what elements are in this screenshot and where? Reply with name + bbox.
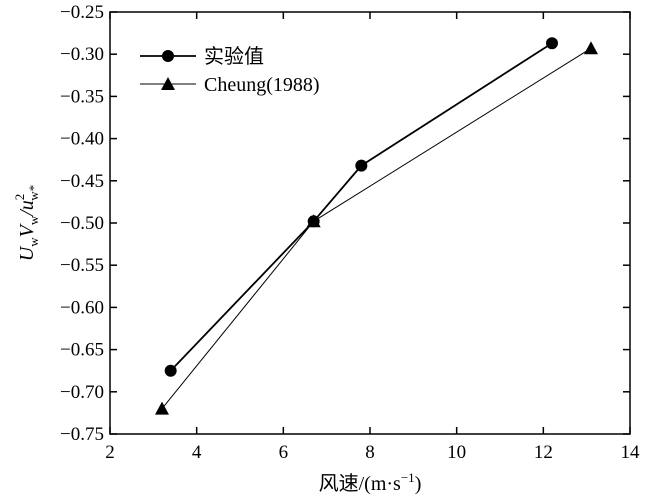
y-tick-label: −0.50 — [60, 213, 104, 234]
x-tick-label: 14 — [621, 442, 641, 463]
data-point-circle — [546, 37, 558, 50]
data-point-triangle — [584, 41, 598, 55]
series-line-2 — [161, 47, 592, 409]
y-tick-label: −0.40 — [60, 129, 104, 150]
y-tick-label: −0.75 — [60, 424, 104, 445]
series-layer — [155, 37, 598, 415]
legend-label-series-2: Cheung(1988) — [204, 74, 320, 96]
legend-label-series-1: 实验值 — [204, 45, 264, 68]
x-tick-label: 8 — [365, 442, 375, 463]
legend: 实验值 Cheung(1988) — [140, 45, 320, 96]
series-line-1 — [170, 42, 553, 372]
legend-marker-triangle — [161, 77, 175, 90]
plot-frame — [109, 11, 631, 435]
data-point-triangle — [155, 401, 169, 415]
y-axis-label: UwVw/u2w* — [12, 185, 41, 261]
y-tick-label: −0.55 — [60, 255, 104, 276]
x-tick-label: 12 — [534, 442, 553, 463]
y-axis-ticks: −0.25 −0.30 −0.35 −0.40 −0.45 −0.50 −0.55 −0.60… — [60, 2, 630, 445]
x-tick-label: 6 — [279, 442, 289, 463]
x-tick-label: 2 — [105, 442, 115, 463]
x-axis-ticks: 2 4 6 8 10 12 14 — [105, 12, 640, 463]
y-tick-label: −0.65 — [60, 340, 104, 361]
y-tick-label: −0.25 — [60, 2, 104, 23]
x-axis-label: 风速/(m·s−1) — [319, 470, 422, 495]
y-tick-label: −0.60 — [60, 297, 104, 318]
legend-marker-circle — [162, 50, 174, 62]
data-point-circle — [164, 364, 177, 377]
data-point-circle — [355, 159, 368, 172]
x-tick-label: 10 — [447, 442, 466, 463]
data-point-triangle — [306, 214, 321, 228]
y-tick-label: −0.70 — [60, 382, 104, 403]
x-tick-label: 4 — [192, 442, 202, 463]
y-tick-label: −0.45 — [60, 171, 104, 192]
y-tick-label: −0.30 — [60, 44, 104, 65]
y-tick-label: −0.35 — [60, 86, 104, 107]
